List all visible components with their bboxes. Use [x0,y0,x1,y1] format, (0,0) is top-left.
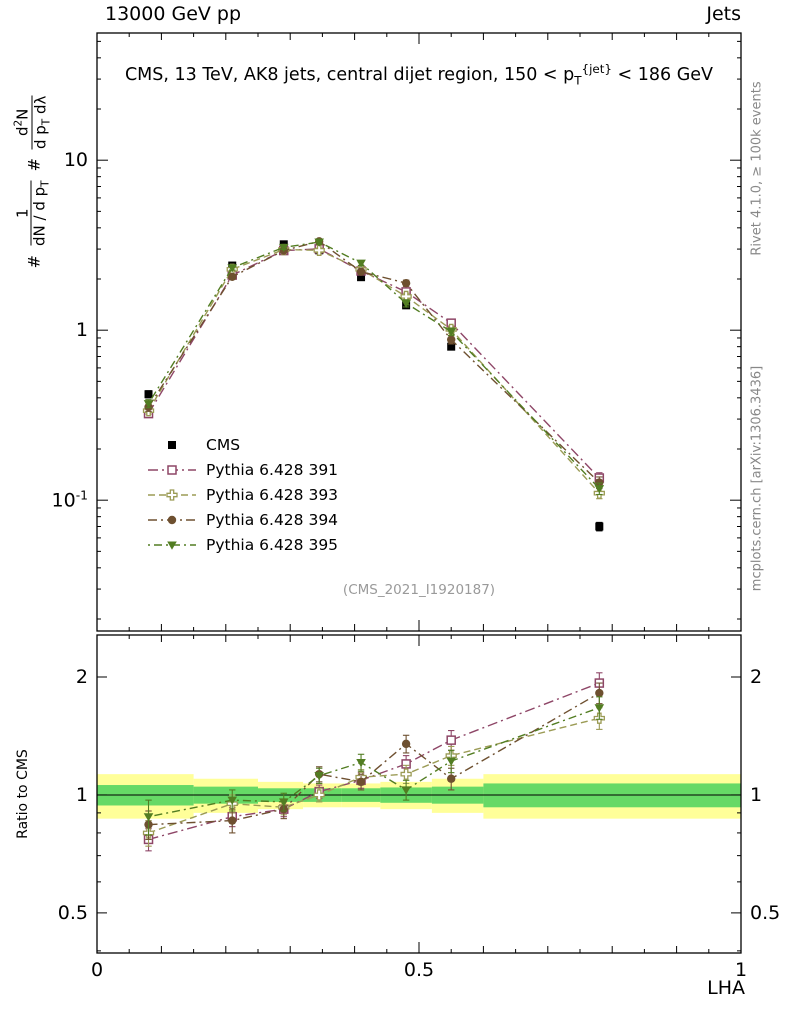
filled-circle-marker [228,816,237,825]
ratio-y-tick-label-right: 2 [750,666,763,688]
legend-item-cms: CMS [148,432,338,457]
open-square-marker [167,464,177,475]
ratio-uncertainty-bands [97,774,741,819]
filled-circle-marker [356,777,366,787]
process-label: Jets [706,3,741,25]
filled-circle-marker [167,515,177,524]
filled-triangle-down-marker [143,813,154,822]
filled-square-marker [447,342,456,351]
main-series [142,237,605,532]
legend-item-pythia-6-428-395: Pythia 6.428 395 [148,532,338,557]
legend: CMS Pythia 6.428 391 Pythia 6.428 393 Pythi… [148,432,338,557]
filled-triangle-down-marker [227,264,238,273]
filled-triangle-down-marker [167,541,177,550]
mcplots-note: mcplots.cern.ch [arXiv:1306.3436] [749,365,765,592]
x-axis-label: LHA [707,977,745,999]
filled-triangle-down-marker [446,757,456,766]
ylabel-numerator-2: d2N [13,95,33,150]
filled-triangle-down-marker [314,772,324,781]
filled-circle-marker [447,774,456,783]
ylabel-fraction-1: 1 dN / d pT [13,180,52,246]
filled-circle-marker [356,267,366,276]
x-tick-label-1: 1 [734,959,748,981]
legend-sample-open-square-icon [148,464,196,475]
filled-circle-marker [401,739,411,749]
legend-item-pythia-6-428-391: Pythia 6.428 391 [148,457,338,482]
plot-title: CMS, 13 TeV, AK8 jets, central dijet reg… [124,62,714,88]
main-y-axis-label: # 1 dN / d pT # d2N d pT dλ [12,35,56,330]
ylabel-fraction-2: d2N d pT dλ [13,95,53,150]
rivet-version-note: Rivet 4.1.0, ≥ 100k events [749,81,765,256]
ratio-y-tick-label-right: 1 [750,783,763,806]
filled-square-marker [168,440,176,449]
ratio-series [142,672,605,852]
filled-circle-marker [228,272,237,282]
filled-triangle-down-marker [594,704,605,713]
filled-triangle-down-marker [401,786,411,795]
ratio-y-tick-label-left: 1 [75,783,88,806]
filled-square-marker [357,273,366,282]
main-y-tick-label: 1 [75,319,88,342]
ratio-y-tick-label-left: 2 [75,666,88,688]
ratio-y-tick-label-right: 0.5 [750,901,781,924]
open-cross-marker [313,789,325,801]
filled-triangle-down-marker [401,299,411,309]
legend-sample-filled-triangle-down-icon [148,541,196,550]
ylabel-hash-1: # [24,255,43,269]
filled-triangle-down-marker [446,328,456,337]
open-cross-marker [400,768,412,780]
legend-sample-open-cross-icon [148,488,196,501]
legend-sample-filled-square-icon [168,440,176,449]
ylabel-denominator-2: d pT dλ [31,95,53,150]
beam-energy-label: 13000 GeV pp [105,3,242,25]
filled-triangle-down-marker [356,259,366,268]
ratio-y-axis-label: Ratio to CMS [15,749,31,839]
open-cross-marker [166,488,178,501]
ylabel-hash-2: # [24,158,43,172]
filled-circle-marker [595,478,604,487]
analysis-watermark: (CMS_2021_I1920187) [342,582,496,598]
legend-item-label: Pythia 6.428 395 [206,535,339,554]
filled-square-marker [144,390,153,399]
open-cross-marker [313,244,325,256]
axis-ticks [96,33,742,953]
legend-item-pythia-6-428-394: Pythia 6.428 394 [148,507,338,532]
main-y-tick-label: 10-1 [51,488,89,512]
filled-triangle-down-marker [356,759,366,768]
filled-circle-marker [447,335,456,344]
filled-circle-marker [401,278,411,288]
filled-triangle-down-marker [227,796,238,805]
x-tick-label-0: 0 [90,959,104,981]
filled-triangle-down-marker [278,243,289,253]
main-y-tick-label: 10 [63,149,88,172]
filled-triangle-down-marker [278,798,289,807]
filled-triangle-down-marker [143,400,154,409]
filled-square-marker [595,522,604,531]
ratio-y-tick-label-left: 0.5 [57,901,88,924]
legend-item-label: Pythia 6.428 393 [206,485,339,504]
legend-item-label: Pythia 6.428 394 [206,510,339,529]
filled-triangle-down-marker [314,238,324,247]
legend-sample-filled-circle-icon [148,515,196,524]
legend-item-label: Pythia 6.428 391 [206,460,339,479]
legend-item-pythia-6-428-393: Pythia 6.428 393 [148,482,338,507]
x-tick-label-0.5: 0.5 [403,959,435,981]
legend-item-label: CMS [206,435,241,454]
filled-circle-marker [595,688,604,698]
ylabel-denominator-1: dN / d pT [30,180,52,246]
ylabel-numerator-1: 1 [13,180,32,246]
open-square-marker [446,735,456,745]
filled-triangle-down-marker [594,485,605,494]
